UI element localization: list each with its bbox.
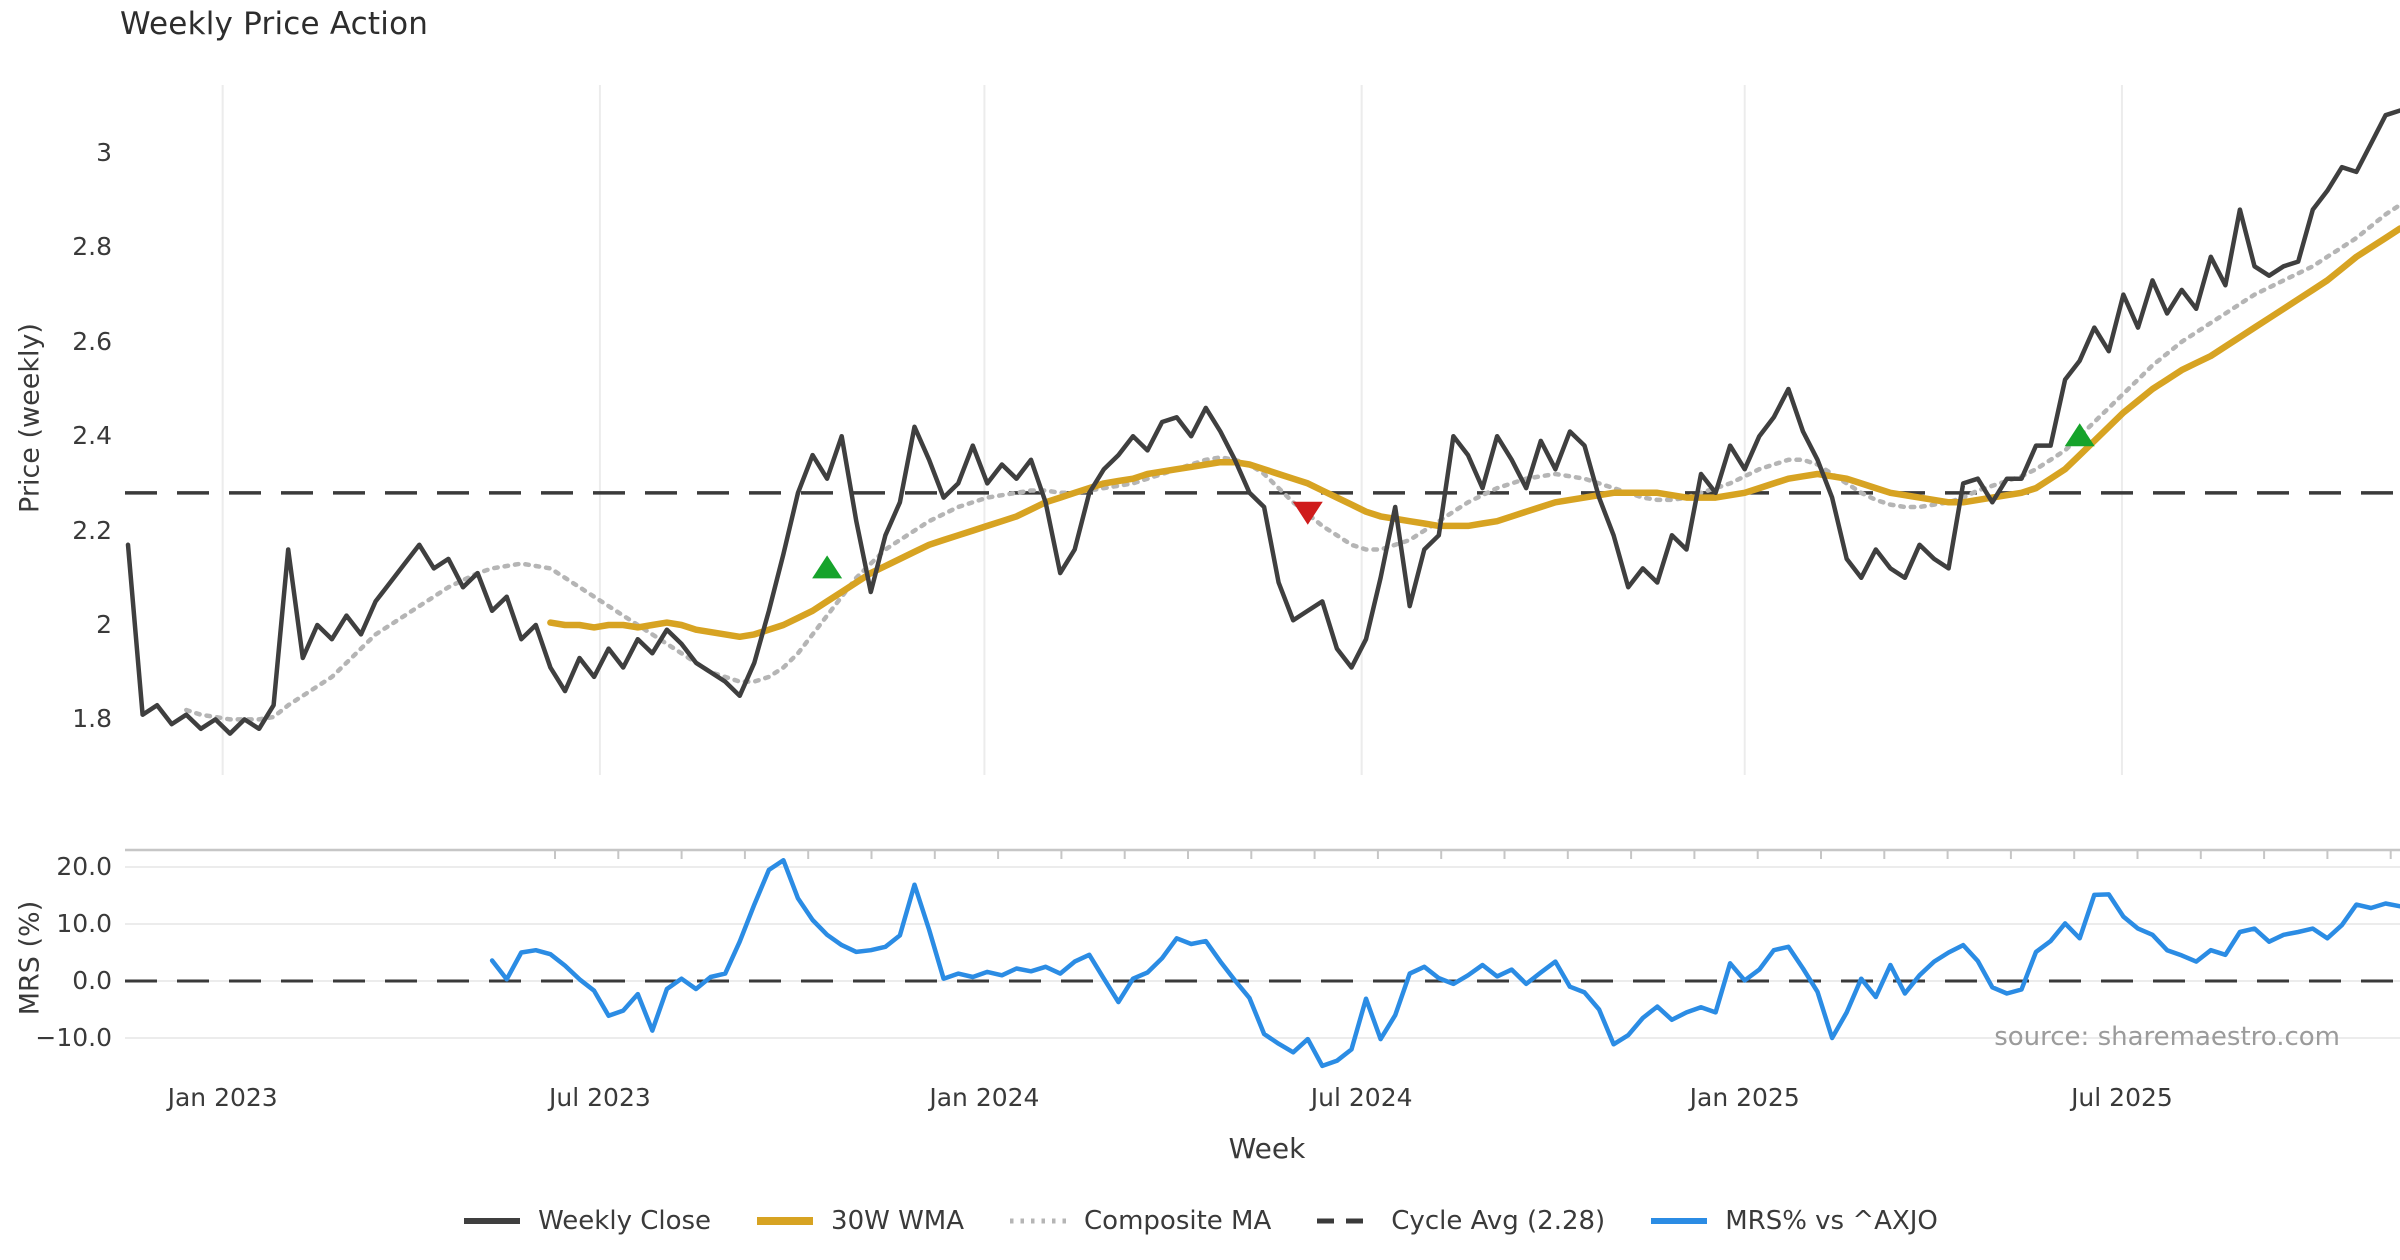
legend-swatch-icon [1317,1218,1374,1224]
x-tick-Jul-2023: Jul 2023 [549,1083,651,1112]
mrs-axis-label: MRS (%) [14,900,46,1016]
x-tick-Jan-2024: Jan 2024 [929,1083,1040,1112]
price-tick-2.2: 2.2 [72,515,112,545]
x-tick-Jul-2025: Jul 2025 [2071,1083,2173,1112]
x-tick-Jan-2025: Jan 2025 [1689,1083,1800,1112]
source-credit: source: sharemaestro.com [1994,1022,2340,1052]
legend-label: Composite MA [1084,1206,1272,1236]
mrs-tick-−10.0: −10.0 [35,1023,112,1052]
legend-item-2: Composite MA [1008,1206,1271,1236]
price-tick-1.8: 1.8 [72,704,112,734]
legend-item-3: Cycle Avg (2.28) [1315,1206,1605,1236]
weekly-close-line [125,108,2400,736]
legend-label: 30W WMA [831,1206,965,1236]
x-tick-Jul-2024: Jul 2024 [1310,1083,1413,1112]
legend-swatch-icon [1651,1218,1708,1224]
sell-signal-marker-1 [1292,501,1323,525]
price-tick-2.4: 2.4 [72,421,112,451]
mrs-tick-20.0: 20.0 [56,852,112,881]
legend-swatch-icon [464,1218,521,1224]
chart-title: Weekly Price Action [120,6,429,42]
legend-item-4: MRS% vs ^AXJO [1649,1206,1938,1236]
price-tick-2.8: 2.8 [72,232,112,262]
legend-label: Weekly Close [538,1206,712,1236]
price-tick-2.6: 2.6 [72,326,112,356]
buy-signal-marker-0 [812,555,843,579]
legend-label: Cycle Avg (2.28) [1391,1206,1606,1236]
x-axis-label: Week [1228,1132,1306,1165]
mrs-tick-10.0: 10.0 [56,909,112,938]
x-tick-Jan-2023: Jan 2023 [167,1083,278,1112]
legend: Weekly Close 30W WMA Composite MA Cycle Avg… [0,1206,2400,1236]
legend-swatch-icon [757,1217,814,1225]
buy-signal-marker-2 [2064,423,2095,447]
legend-label: MRS% vs ^AXJO [1725,1206,1938,1236]
price-tick-3: 3 [96,138,112,167]
mrs-tick-0.0: 0.0 [72,966,112,995]
mrs-line [489,857,2400,1069]
legend-swatch-icon [1010,1218,1067,1224]
legend-item-0: Weekly Close [462,1206,711,1236]
legend-item-1: 30W WMA [755,1206,964,1236]
price-tick-2: 2 [96,610,112,639]
